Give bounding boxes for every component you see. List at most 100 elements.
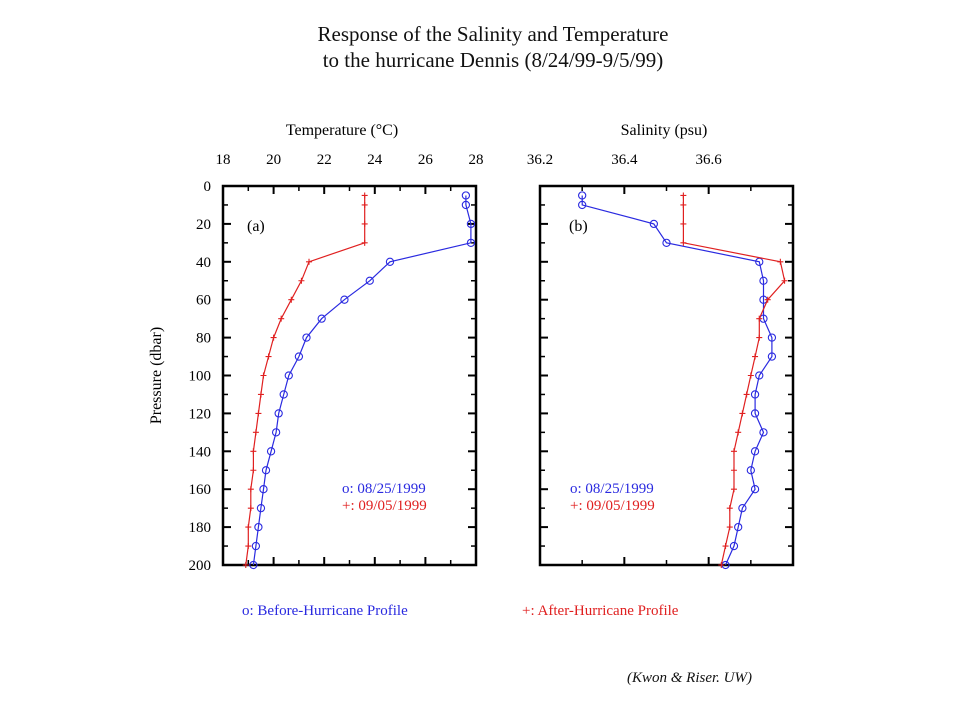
data-point (361, 220, 368, 227)
data-point (245, 524, 252, 531)
data-point (261, 466, 271, 475)
data-point (466, 219, 476, 229)
data-point (251, 541, 261, 551)
y-tick-label: 100 (189, 369, 212, 385)
data-point (306, 258, 313, 265)
data-point (317, 314, 326, 323)
data-point (756, 315, 763, 322)
data-point (755, 371, 764, 380)
x-axis-label: Salinity (psu) (621, 122, 708, 139)
data-point (274, 409, 283, 418)
legend-entry: o: 08/25/1999 (342, 481, 426, 497)
y-tick-label: 120 (189, 406, 212, 422)
credit-note: (Kwon & Riser. UW) (627, 670, 752, 686)
data-point (294, 352, 304, 361)
data-point (750, 447, 760, 456)
data-point (266, 447, 276, 456)
data-point (729, 541, 739, 551)
y-tick-label: 160 (189, 482, 212, 498)
data-point (259, 485, 268, 494)
data-point (739, 410, 746, 417)
data-point (756, 334, 763, 341)
data-point (578, 191, 587, 200)
data-point (242, 562, 249, 568)
data-point (680, 239, 687, 246)
data-point (750, 485, 760, 494)
data-point (247, 486, 254, 493)
legend-after-hurricane: +: After-Hurricane Profile (522, 603, 679, 619)
data-point (265, 353, 272, 360)
data-point (247, 505, 254, 512)
data-point (302, 333, 311, 342)
x-tick-label: 36.4 (611, 152, 638, 168)
data-point (254, 522, 263, 532)
data-point (361, 201, 368, 208)
data-point (257, 391, 264, 398)
data-point (759, 276, 768, 285)
y-tick-label: 20 (196, 217, 211, 233)
data-point (781, 277, 788, 284)
x-tick-label: 18 (216, 152, 231, 168)
panel-temperature: 18 20 22 24 26 28 0 20 40 60 80 100 120 140 160 180 200 T… (148, 122, 484, 574)
panel-label: (b) (569, 218, 588, 235)
data-point (747, 372, 754, 379)
data-point (385, 257, 395, 266)
x-tick-label: 26 (418, 152, 434, 168)
x-tick-label: 20 (266, 152, 281, 168)
data-point (735, 429, 742, 436)
data-point (279, 390, 288, 399)
data-point (578, 200, 587, 210)
data-point (730, 486, 737, 493)
data-point (726, 524, 733, 531)
data-point (461, 191, 471, 200)
panel-salinity: 36.2 36.4 36.6 Salinity (psu) (b) o: 08/25/19… (527, 122, 795, 570)
data-point (777, 258, 784, 265)
panel-label: (a) (247, 218, 265, 235)
chart-title-line-1: Response of the Salinity and Temperature (317, 22, 669, 46)
data-point (750, 390, 760, 399)
series-line (252, 195, 472, 566)
data-point (245, 543, 252, 550)
legend-before-hurricane: o: Before-Hurricane Profile (242, 603, 408, 619)
y-tick-label: 180 (189, 520, 212, 536)
data-point (730, 467, 737, 474)
data-point (284, 371, 293, 380)
y-axis-label: Pressure (dbar) (148, 327, 165, 424)
chart-title-line-2: to the hurricane Dennis (8/24/99-9/5/99) (322, 48, 664, 72)
data-point (298, 277, 305, 284)
y-tick-label: 140 (189, 444, 212, 460)
data-point (767, 333, 777, 342)
data-point (255, 410, 262, 417)
x-tick-label: 36.2 (527, 152, 553, 168)
x-tick-label: 22 (317, 152, 332, 168)
data-point (722, 543, 729, 550)
data-point (767, 352, 777, 361)
data-point (461, 200, 471, 210)
data-point (764, 296, 771, 303)
data-point (340, 295, 349, 304)
data-point (750, 409, 760, 418)
data-point (270, 334, 277, 341)
data-point (662, 238, 671, 247)
data-point (271, 428, 281, 437)
x-tick-label: 24 (367, 152, 383, 168)
data-point (466, 238, 476, 247)
data-point (361, 239, 368, 246)
data-point (726, 505, 733, 512)
data-point (649, 219, 658, 229)
data-point (361, 192, 368, 199)
data-point (759, 428, 768, 437)
data-point (288, 296, 295, 303)
data-point (734, 522, 743, 532)
data-point (250, 467, 257, 474)
data-point (718, 562, 725, 568)
legend-entry: o: 08/25/1999 (570, 481, 654, 497)
data-point (278, 315, 285, 322)
x-tick-label: 28 (469, 152, 484, 168)
x-tick-label: 36.6 (696, 152, 723, 168)
y-tick-label: 40 (196, 255, 211, 271)
y-tick-label: 60 (196, 293, 211, 309)
legend-entry: +: 09/05/1999 (342, 498, 427, 514)
